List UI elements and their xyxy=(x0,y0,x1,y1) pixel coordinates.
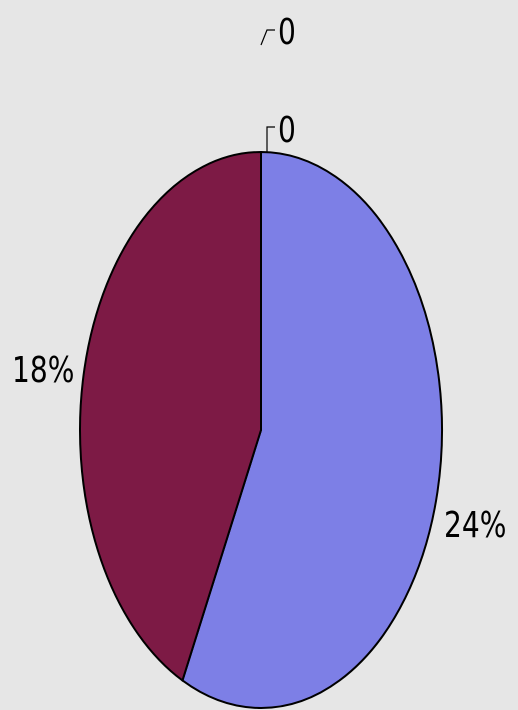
slice-label-4: 18% xyxy=(12,349,74,391)
pie-slice-3 xyxy=(181,150,443,709)
leader-line-2 xyxy=(266,126,275,152)
slice-label-3: 24% xyxy=(444,504,506,546)
slice-label-2: 0 xyxy=(278,109,296,151)
pie-slice-4 xyxy=(79,150,262,683)
slice-label-1: 0 xyxy=(278,11,296,53)
leader-line-1 xyxy=(260,29,275,46)
